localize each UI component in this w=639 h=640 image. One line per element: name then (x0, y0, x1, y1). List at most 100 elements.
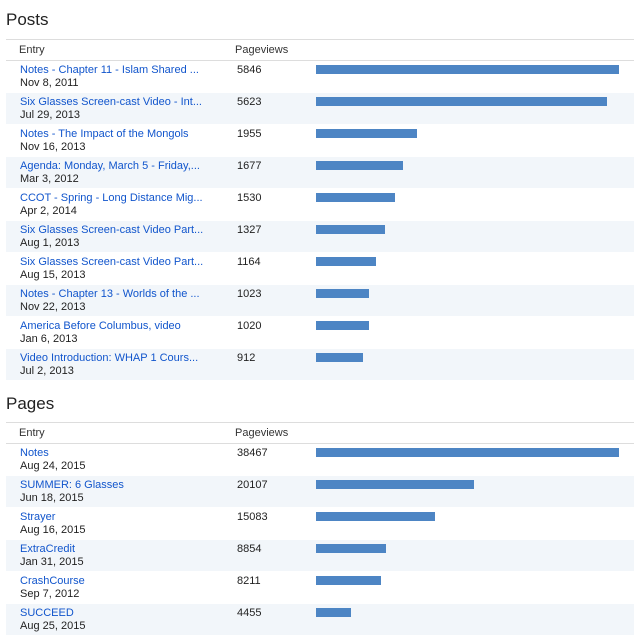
posts-entry-date: Aug 15, 2013 (20, 269, 86, 281)
pages-pageviews-bar-track (316, 512, 619, 521)
posts-section-title: Posts (6, 10, 49, 29)
pages-table-header: Entry Pageviews (6, 422, 634, 444)
posts-entry-date: Nov 16, 2013 (20, 141, 86, 153)
posts-pageviews-bar (316, 65, 619, 74)
pages-entry-link[interactable]: SUMMER: 6 Glasses (20, 479, 124, 491)
pages-entry-column-header: Entry (19, 427, 45, 439)
pages-pageviews-bar (316, 544, 386, 553)
pages-pageviews-bar (316, 480, 475, 489)
posts-pageviews-count: 1023 (237, 288, 262, 300)
pages-pageviews-count: 4455 (237, 607, 262, 619)
posts-table-row: America Before Columbus, video Jan 6, 201… (6, 317, 634, 349)
pages-pageviews-bar (316, 608, 352, 617)
pages-pageviews-bar-track (316, 576, 619, 585)
posts-entry-link[interactable]: CCOT - Spring - Long Distance Mig... (20, 192, 203, 204)
posts-table-row: Six Glasses Screen-cast Video - Int... Ju… (6, 93, 634, 125)
pages-entry-link[interactable]: CrashCourse (20, 575, 85, 587)
pages-pageviews-count: 15083 (237, 511, 268, 523)
posts-entry-link[interactable]: Notes - Chapter 11 - Islam Shared ... (20, 64, 199, 76)
pages-pageviews-bar (316, 448, 619, 457)
posts-pageviews-bar (316, 129, 418, 138)
posts-pageviews-bar-track (316, 321, 619, 330)
posts-pageviews-count: 1677 (237, 160, 262, 172)
pages-section-title: Pages (6, 394, 55, 413)
posts-pageviews-bar (316, 321, 369, 330)
posts-table-row: CCOT - Spring - Long Distance Mig... Apr … (6, 189, 634, 221)
pages-entry-date: Aug 16, 2015 (20, 524, 86, 536)
pages-table-row: SUMMER: 6 Glasses Jun 18, 2015 20107 (6, 476, 634, 508)
posts-entry-link[interactable]: Six Glasses Screen-cast Video Part... (20, 256, 204, 268)
pages-table-row: ExtraCredit Jan 31, 2015 8854 (6, 540, 634, 572)
pages-entry-link[interactable]: Strayer (20, 511, 56, 523)
posts-entry-date: Apr 2, 2014 (20, 205, 77, 217)
posts-entry-date: Aug 1, 2013 (20, 237, 80, 249)
posts-pageviews-bar-track (316, 161, 619, 170)
posts-pageviews-bar (316, 161, 403, 170)
posts-entry-column-header: Entry (19, 44, 45, 56)
posts-table-row: Notes - Chapter 13 - Worlds of the ... No… (6, 285, 634, 317)
posts-pageviews-column-header: Pageviews (235, 44, 289, 56)
posts-pageviews-count: 1164 (237, 256, 261, 268)
posts-entry-link[interactable]: Video Introduction: WHAP 1 Cours... (20, 352, 199, 364)
posts-pageviews-bar (316, 97, 608, 106)
posts-entry-date: Nov 22, 2013 (20, 301, 86, 313)
posts-entry-link[interactable]: America Before Columbus, video (20, 320, 181, 332)
posts-entry-date: Jul 29, 2013 (20, 109, 80, 121)
posts-entry-link[interactable]: Six Glasses Screen-cast Video - Int... (20, 96, 202, 108)
pages-entry-link[interactable]: Notes (20, 447, 49, 459)
posts-entry-link[interactable]: Notes - Chapter 13 - Worlds of the ... (20, 288, 200, 300)
posts-pageviews-bar-track (316, 97, 619, 106)
posts-table-row: Notes - The Impact of the Mongols Nov 16,… (6, 125, 634, 157)
posts-entry-date: Nov 8, 2011 (20, 77, 79, 89)
posts-pageviews-bar-track (316, 257, 619, 266)
posts-table-row: Notes - Chapter 11 - Islam Shared ... Nov… (6, 61, 634, 93)
posts-pageviews-count: 5623 (237, 96, 262, 108)
posts-pageviews-count: 1530 (237, 192, 262, 204)
posts-pageviews-count: 1327 (237, 224, 262, 236)
posts-entry-date: Mar 3, 2012 (20, 173, 79, 185)
posts-pageviews-bar (316, 193, 396, 202)
posts-entry-link[interactable]: Six Glasses Screen-cast Video Part... (20, 224, 204, 236)
pages-pageviews-bar-track (316, 544, 619, 553)
posts-entry-link[interactable]: Agenda: Monday, March 5 - Friday,... (20, 160, 200, 172)
posts-table-header: Entry Pageviews (6, 39, 634, 61)
pages-entry-link[interactable]: SUCCEED (20, 607, 74, 619)
pages-table-row: Strayer Aug 16, 2015 15083 (6, 508, 634, 540)
pages-pageviews-bar-track (316, 480, 619, 489)
posts-pageviews-bar-track (316, 289, 619, 298)
posts-pageviews-bar (316, 257, 377, 266)
posts-table-row: Agenda: Monday, March 5 - Friday,... Mar … (6, 157, 634, 189)
pages-pageviews-bar (316, 576, 381, 585)
pages-pageviews-count: 38467 (237, 447, 268, 459)
pages-pageviews-bar-track (316, 608, 619, 617)
pages-pageviews-bar-track (316, 448, 619, 457)
pages-entry-date: Jun 18, 2015 (20, 492, 84, 504)
posts-pageviews-count: 1020 (237, 320, 262, 332)
pages-pageviews-count: 8854 (237, 543, 262, 555)
posts-pageviews-count: 5846 (237, 64, 262, 76)
posts-pageviews-bar-track (316, 65, 619, 74)
posts-pageviews-bar (316, 353, 364, 362)
posts-table-row: Six Glasses Screen-cast Video Part... Aug… (6, 253, 634, 285)
posts-entry-link[interactable]: Notes - The Impact of the Mongols (20, 128, 189, 140)
posts-pageviews-bar-track (316, 353, 619, 362)
posts-pageviews-count: 1955 (237, 128, 262, 140)
pages-entry-link[interactable]: ExtraCredit (20, 543, 76, 555)
posts-table: Entry Pageviews Notes - Chapter 11 - Isl… (6, 39, 634, 381)
pages-table-body: Notes Aug 24, 2015 38467 SUMMER: 6 Glasses J… (6, 444, 634, 636)
posts-entry-date: Jul 2, 2013 (20, 365, 74, 377)
posts-pageviews-count: 912 (237, 352, 256, 364)
pages-pageviews-count: 8211 (237, 575, 261, 587)
pages-entry-date: Aug 24, 2015 (20, 460, 86, 472)
posts-table-row: Video Introduction: WHAP 1 Cours... Jul 2… (6, 349, 634, 381)
pages-entry-date: Sep 7, 2012 (20, 588, 80, 600)
pages-table: Entry Pageviews Notes Aug 24, 2015 38467 SU… (6, 422, 634, 636)
posts-table-body: Notes - Chapter 11 - Islam Shared ... Nov… (6, 61, 634, 381)
pages-pageviews-bar (316, 512, 435, 521)
posts-pageviews-bar-track (316, 225, 619, 234)
pages-table-row: Notes Aug 24, 2015 38467 (6, 444, 634, 476)
posts-pageviews-bar (316, 225, 385, 234)
pages-table-row: CrashCourse Sep 7, 2012 8211 (6, 572, 634, 604)
posts-pageviews-bar-track (316, 129, 619, 138)
posts-entry-date: Jan 6, 2013 (20, 333, 78, 345)
